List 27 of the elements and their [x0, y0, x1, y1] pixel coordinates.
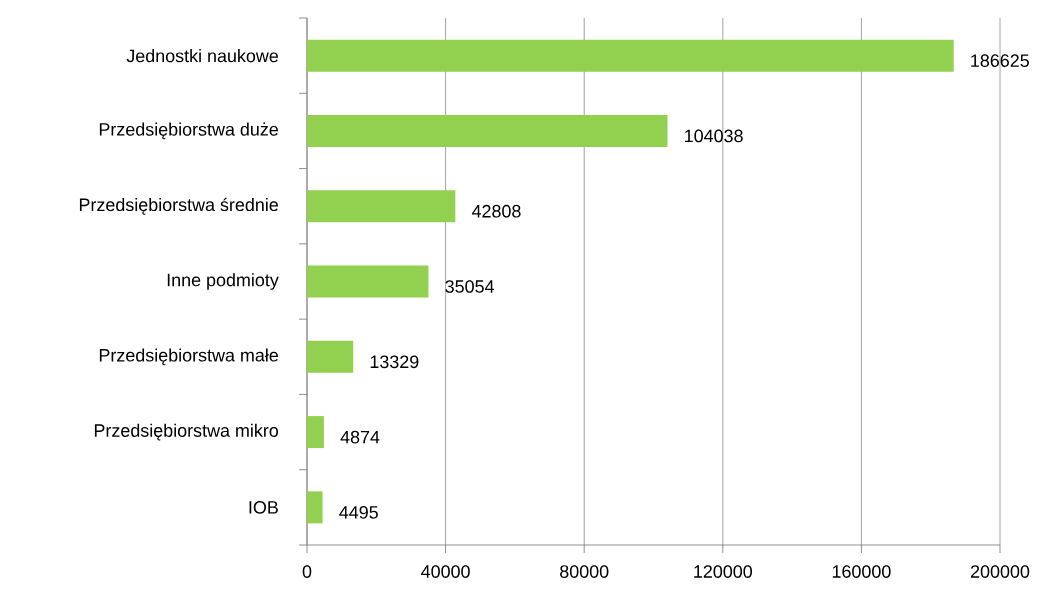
- bar: [307, 39, 954, 72]
- y-tick-label: Przedsiębiorstwa mikro: [94, 423, 279, 441]
- data-label: 104038: [685, 129, 743, 143]
- x-tick-label: 80000: [560, 565, 609, 578]
- bar: [307, 114, 668, 147]
- bar: [307, 416, 324, 449]
- y-tick-label: Jednostki naukowe: [126, 49, 278, 63]
- x-tick-label: 40000: [421, 565, 470, 578]
- bar: [307, 265, 429, 298]
- data-label: 4495: [339, 506, 378, 519]
- bar: [307, 190, 456, 223]
- data-label: 186625: [971, 54, 1029, 67]
- x-tick-label: 120000: [694, 565, 753, 578]
- bar: [307, 340, 354, 373]
- x-tick-label: 160000: [832, 565, 891, 578]
- y-tick-label: Przedsiębiorstwa małe: [99, 348, 278, 366]
- bar: [307, 491, 323, 524]
- y-tick-label: IOB: [249, 501, 278, 514]
- y-tick-label: Przedsiębiorstwa średnie: [79, 197, 278, 215]
- y-tick-label: Przedsiębiorstwa duże: [99, 122, 278, 140]
- data-label: 13329: [370, 355, 419, 369]
- data-label: 4874: [340, 430, 380, 444]
- x-tick-label: 200000: [970, 565, 1030, 578]
- data-label: 42808: [471, 204, 521, 218]
- y-tick-label: Inne podmioty: [167, 273, 279, 290]
- data-label: 35054: [445, 280, 494, 293]
- x-tick-label: 0: [302, 565, 312, 578]
